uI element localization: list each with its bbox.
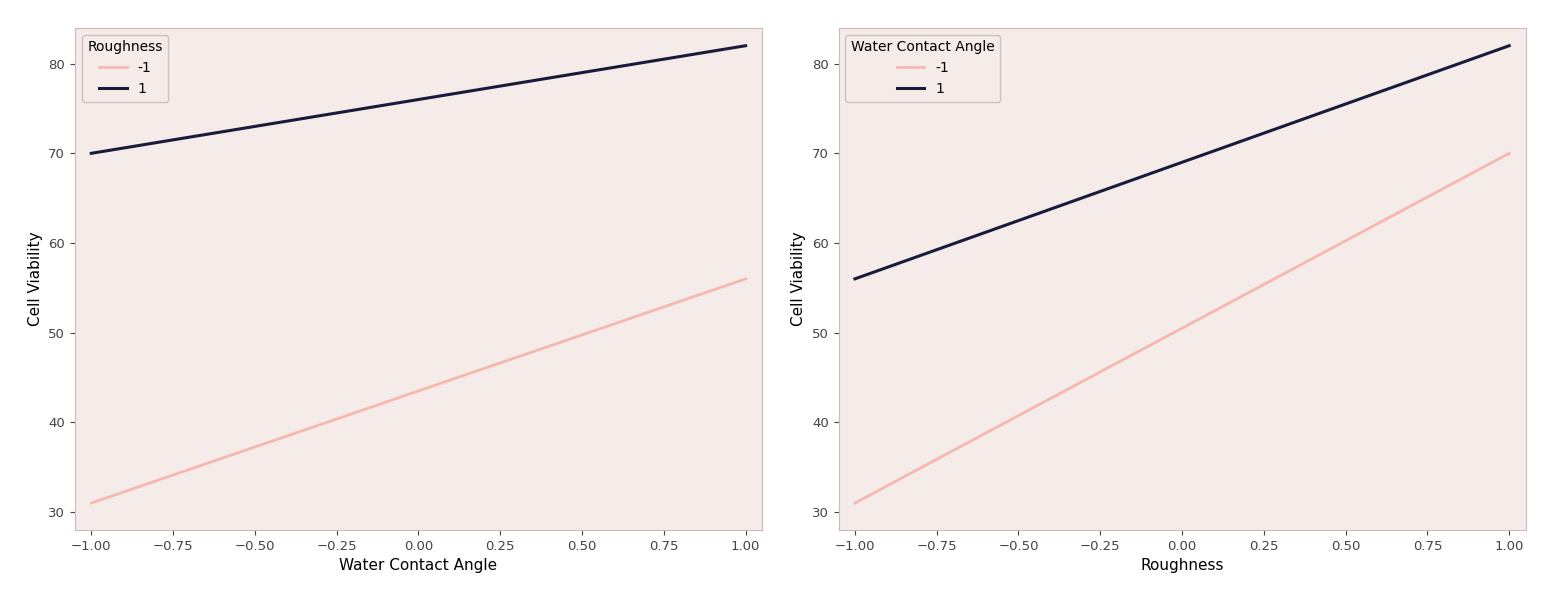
Y-axis label: Cell Viability: Cell Viability	[791, 231, 807, 326]
Legend: -1, 1: -1, 1	[846, 35, 1000, 102]
Y-axis label: Cell Viability: Cell Viability	[28, 231, 44, 326]
Legend: -1, 1: -1, 1	[82, 35, 168, 102]
X-axis label: Roughness: Roughness	[1140, 558, 1224, 573]
X-axis label: Water Contact Angle: Water Contact Angle	[339, 558, 498, 573]
